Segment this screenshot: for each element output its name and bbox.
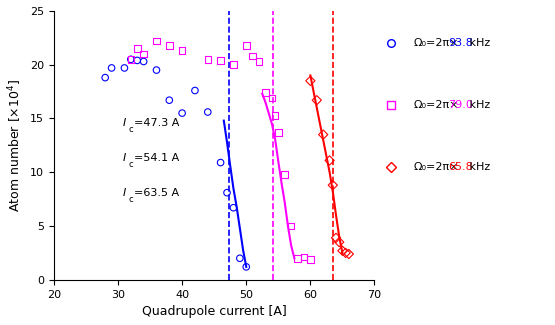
Text: =47.3 A: =47.3 A <box>134 119 180 128</box>
Point <box>139 51 148 57</box>
Point <box>139 59 148 64</box>
Point <box>101 75 110 80</box>
Point <box>120 65 129 71</box>
Text: c: c <box>129 195 133 204</box>
Point <box>345 251 354 256</box>
Point <box>255 59 264 64</box>
Point <box>178 111 186 116</box>
Text: I: I <box>123 188 126 198</box>
Point <box>229 205 238 210</box>
Point <box>178 48 186 53</box>
Point <box>261 90 270 95</box>
Point <box>312 98 321 103</box>
Y-axis label: Atom number [$\times$10$^4$]: Atom number [$\times$10$^4$] <box>7 79 24 212</box>
Point <box>127 57 135 62</box>
Point <box>216 160 225 165</box>
Point <box>152 38 161 44</box>
Point <box>338 248 347 254</box>
Point <box>203 57 212 62</box>
Point <box>341 250 350 255</box>
Point <box>306 78 315 84</box>
Text: 79.0: 79.0 <box>448 100 473 110</box>
Point <box>280 172 289 177</box>
Text: kHz: kHz <box>466 162 490 172</box>
Point <box>165 43 174 48</box>
Point <box>287 223 296 228</box>
Text: =63.5 A: =63.5 A <box>134 188 179 198</box>
Point <box>271 113 280 118</box>
Text: Ω₀=2π×: Ω₀=2π× <box>413 162 459 172</box>
Point <box>216 58 225 63</box>
Point <box>268 96 276 101</box>
Point <box>133 46 142 51</box>
Point <box>107 65 116 71</box>
Point <box>133 58 142 63</box>
Point <box>190 88 199 93</box>
X-axis label: Quadrupole current [A]: Quadrupole current [A] <box>142 305 286 318</box>
Text: c: c <box>129 160 133 169</box>
Point <box>203 110 212 115</box>
Point <box>223 190 231 195</box>
Point <box>229 62 238 67</box>
Point <box>274 130 282 135</box>
Point <box>335 240 344 245</box>
Point <box>248 54 257 59</box>
Point <box>152 68 161 73</box>
Point <box>300 254 309 260</box>
Point <box>235 256 244 261</box>
Point <box>293 256 302 261</box>
Point <box>306 257 315 262</box>
Point <box>242 43 251 48</box>
Text: I: I <box>123 119 126 128</box>
Text: 93.8: 93.8 <box>448 38 473 48</box>
Text: kHz: kHz <box>466 38 490 48</box>
Point <box>331 235 340 240</box>
Text: I: I <box>123 153 126 163</box>
Point <box>127 57 135 62</box>
Text: Ω₀=2π×: Ω₀=2π× <box>413 100 459 110</box>
Point <box>325 158 334 163</box>
Point <box>329 183 337 188</box>
Text: =54.1 A: =54.1 A <box>134 153 180 163</box>
Point <box>242 264 251 269</box>
Point <box>165 98 174 103</box>
Text: 65.8: 65.8 <box>448 162 472 172</box>
Text: c: c <box>129 125 133 134</box>
Point <box>319 132 327 137</box>
Text: kHz: kHz <box>466 100 490 110</box>
Text: Ω₀=2π×: Ω₀=2π× <box>413 38 459 48</box>
